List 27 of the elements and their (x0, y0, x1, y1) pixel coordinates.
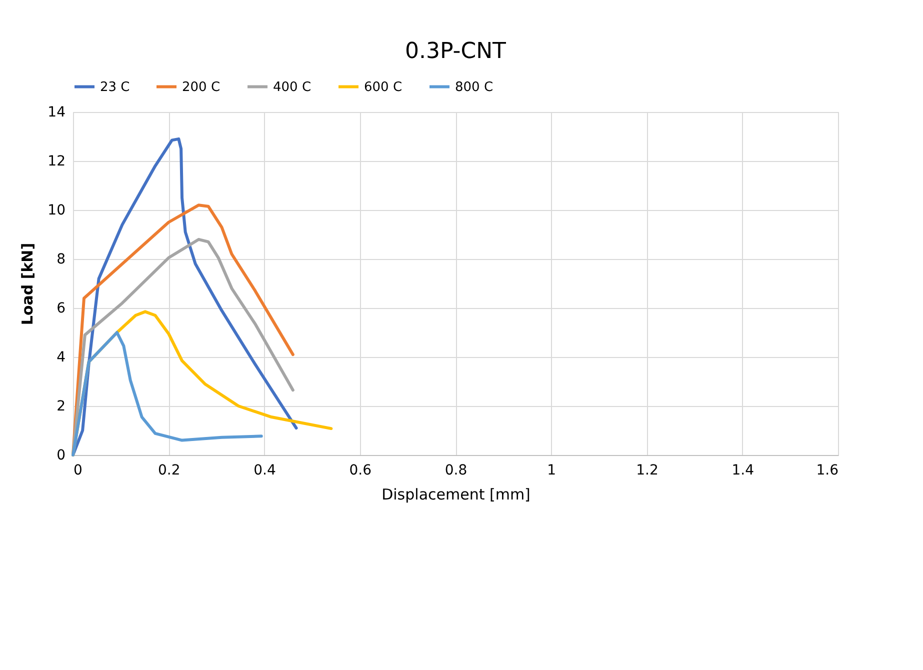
x-tick-label: 0.6 (349, 462, 372, 478)
y-tick-label: 8 (56, 252, 66, 268)
legend-label: 400 C (273, 80, 312, 95)
y-tick-label: 4 (56, 350, 66, 366)
legend-label: 23 C (100, 80, 130, 95)
x-tick-label: 0 (74, 462, 82, 478)
y-tick-label: 10 (48, 202, 66, 218)
y-tick-label: 0 (56, 448, 66, 464)
y-tick-label: 14 (48, 104, 66, 120)
x-tick-label: 1.6 (816, 462, 839, 478)
y-tick-label: 2 (56, 398, 66, 414)
chart-title: 0.3P-CNT (405, 39, 507, 64)
y-axis-title: Load [kN] (18, 242, 37, 326)
line-series (72, 137, 298, 456)
x-tick-label: 1.4 (732, 462, 754, 478)
x-axis-title: Displacement [mm] (382, 486, 530, 504)
line-series (72, 331, 263, 456)
x-tick-label: 1 (547, 462, 556, 478)
legend-label: 600 C (364, 80, 402, 95)
x-tick-label: 0.2 (158, 462, 180, 478)
x-tick-label: 1.2 (636, 462, 658, 478)
legend-label: 800 C (455, 80, 494, 95)
legend-label: 200 C (182, 80, 220, 95)
x-tick-label: 0.8 (444, 462, 468, 478)
y-tick-label: 12 (48, 154, 66, 170)
x-tick-label: 0.4 (254, 462, 276, 478)
y-tick-label: 6 (56, 300, 66, 316)
